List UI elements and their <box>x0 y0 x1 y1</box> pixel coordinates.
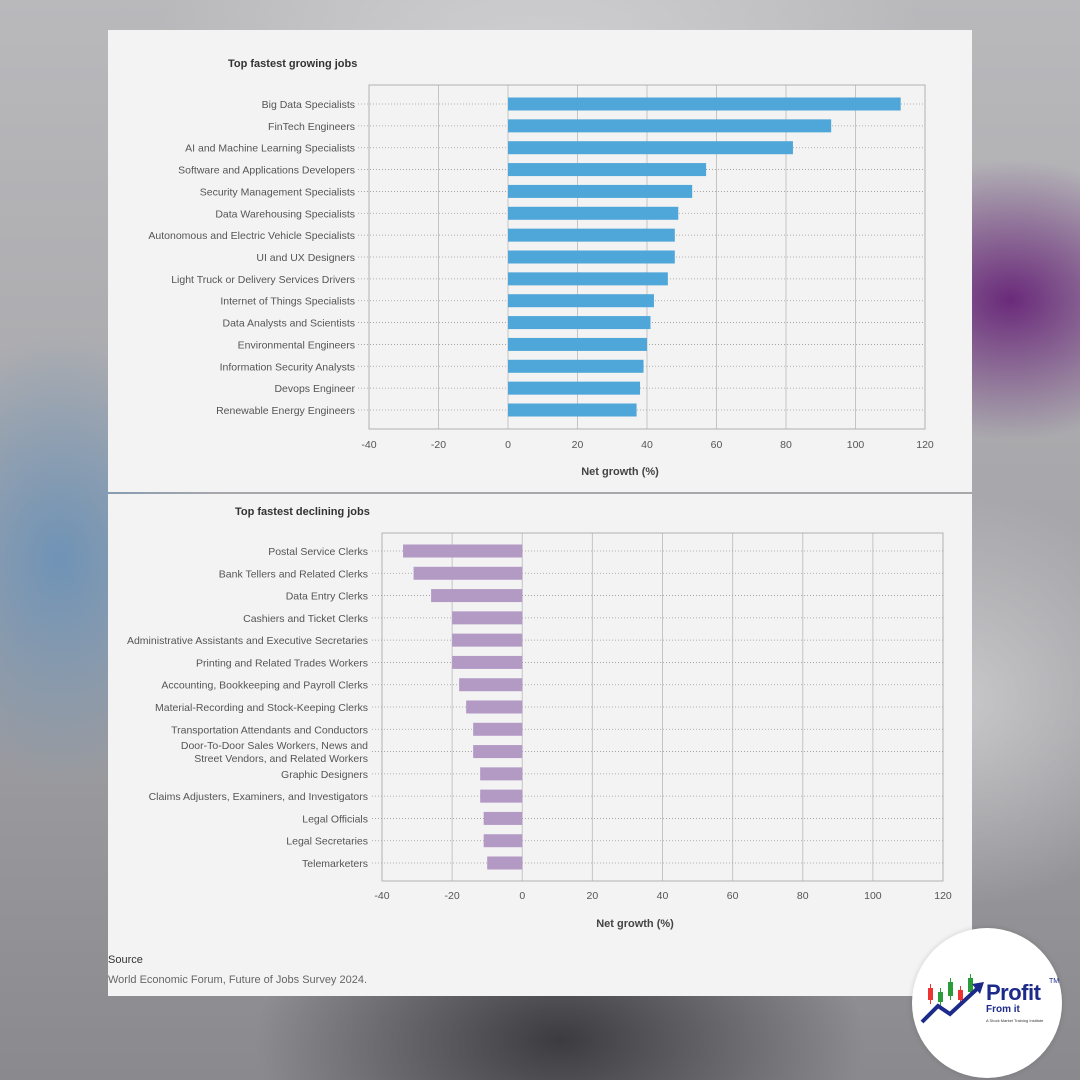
growing-category-label: Devops Engineer <box>274 383 355 395</box>
declining-tick-label: 60 <box>727 890 739 902</box>
declining-category-label: Material-Recording and Stock-Keeping Cle… <box>155 702 368 714</box>
declining-bar <box>466 700 523 714</box>
growing-tick-label: -20 <box>431 439 446 451</box>
declining-category-label: Printing and Related Trades Workers <box>196 657 368 669</box>
growing-bar <box>508 250 675 264</box>
growing-tick-label: 0 <box>505 439 511 451</box>
declining-bar <box>452 633 523 647</box>
growing-bar <box>508 228 675 242</box>
growing-tick-label: 80 <box>780 439 792 451</box>
declining-x-axis-label: Net growth (%) <box>596 918 674 930</box>
growing-category-label: Environmental Engineers <box>238 339 355 351</box>
declining-bar <box>403 544 523 558</box>
declining-bar <box>480 767 523 781</box>
growing-bar <box>508 403 637 417</box>
logo-trademark: TM <box>1049 978 1060 985</box>
growing-tick-label: 100 <box>847 439 865 451</box>
declining-bar <box>473 722 523 736</box>
growing-category-label: Data Analysts and Scientists <box>223 318 356 330</box>
declining-category-label: Bank Tellers and Related Clerks <box>219 568 368 580</box>
declining-bar <box>452 655 523 669</box>
declining-tick-label: -40 <box>374 890 389 902</box>
growing-bar <box>508 337 647 351</box>
growing-chart-title: Top fastest growing jobs <box>228 58 358 70</box>
growing-tick-label: 120 <box>916 439 934 451</box>
growing-plot-border <box>368 84 926 430</box>
declining-chart-title: Top fastest declining jobs <box>235 506 370 518</box>
declining-jobs-chart: Postal Service Clerks Bank Tellers and Re… <box>127 532 952 902</box>
declining-category-label: Graphic Designers <box>281 769 368 781</box>
declining-tick-label: 0 <box>519 890 525 902</box>
declining-tick-label: 120 <box>934 890 952 902</box>
growing-category-label: Information Security Analysts <box>220 361 355 373</box>
logo-tagline: A Stock Market Training Institute <box>986 1018 1044 1023</box>
declining-category-label: Street Vendors, and Related Workers <box>194 753 368 765</box>
declining-bar <box>480 789 523 803</box>
growing-bar <box>508 97 901 111</box>
declining-bar <box>487 856 523 870</box>
declining-bar <box>483 834 523 848</box>
growing-jobs-panel: Top fastest growing jobs Big Data Specia… <box>108 30 972 492</box>
growing-category-label: UI and UX Designers <box>256 252 355 264</box>
growing-tick-label: -40 <box>361 439 376 451</box>
stock-chart-icon <box>920 974 984 1024</box>
declining-tick-label: -20 <box>445 890 460 902</box>
declining-tick-label: 100 <box>864 890 882 902</box>
growing-category-label: AI and Machine Learning Specialists <box>185 143 355 155</box>
growing-category-label: Big Data Specialists <box>262 99 355 111</box>
growing-tick-label: 40 <box>641 439 653 451</box>
profit-from-it-logo: Profit TM From it A Stock Market Trainin… <box>912 928 1062 1078</box>
source-label: Source <box>108 954 143 966</box>
declining-bar <box>483 811 523 825</box>
growing-bar <box>508 272 668 286</box>
growing-category-label: Software and Applications Developers <box>178 165 355 177</box>
growing-bar <box>508 184 693 198</box>
declining-bar <box>431 589 523 603</box>
declining-jobs-panel: Top fastest declining jobs Postal Servic… <box>108 494 972 996</box>
growing-category-label: Security Management Specialists <box>200 186 355 198</box>
declining-bar <box>413 566 523 580</box>
growing-category-label: Internet of Things Specialists <box>220 296 355 308</box>
growing-bar <box>508 381 641 395</box>
source-text: World Economic Forum, Future of Jobs Sur… <box>108 974 368 986</box>
declining-category-label: Cashiers and Ticket Clerks <box>243 613 368 625</box>
growing-category-label: Data Warehousing Specialists <box>215 208 355 220</box>
logo-subtitle: From it <box>986 1004 1020 1015</box>
growing-category-label: FinTech Engineers <box>268 121 355 133</box>
growing-tick-label: 20 <box>572 439 584 451</box>
declining-bar <box>473 745 523 759</box>
growing-category-label: Renewable Energy Engineers <box>216 405 355 417</box>
growing-category-label: Autonomous and Electric Vehicle Speciali… <box>148 230 355 242</box>
declining-category-label: Legal Officials <box>302 813 368 825</box>
growing-bar <box>508 163 707 177</box>
growing-bar <box>508 206 679 220</box>
declining-category-label: Telemarketers <box>302 858 368 870</box>
growing-category-label: Light Truck or Delivery Services Drivers <box>171 274 355 286</box>
declining-category-label: Postal Service Clerks <box>268 546 368 558</box>
growing-bar <box>508 316 651 330</box>
declining-category-label: Data Entry Clerks <box>286 591 368 603</box>
declining-category-label: Transportation Attendants and Conductors <box>171 724 368 736</box>
growing-bar <box>508 119 832 133</box>
declining-tick-label: 40 <box>657 890 669 902</box>
growing-bar <box>508 359 644 373</box>
declining-bar <box>459 678 523 692</box>
growing-bar <box>508 294 654 308</box>
declining-bar <box>452 611 523 625</box>
declining-category-label: Administrative Assistants and Executive … <box>127 635 368 647</box>
declining-category-label: Legal Secretaries <box>286 836 368 848</box>
declining-tick-label: 20 <box>587 890 599 902</box>
growing-tick-label: 60 <box>711 439 723 451</box>
growing-x-axis-label: Net growth (%) <box>581 466 659 478</box>
logo-title: Profit <box>986 980 1041 1005</box>
declining-category-label: Door-To-Door Sales Workers, News and <box>181 740 368 752</box>
declining-category-label: Claims Adjusters, Examiners, and Investi… <box>149 791 368 803</box>
declining-category-label: Accounting, Bookkeeping and Payroll Cler… <box>161 680 368 692</box>
growing-bar <box>508 141 793 155</box>
declining-tick-label: 80 <box>797 890 809 902</box>
growing-jobs-chart: Big Data Specialists FinTech Engineers AI … <box>148 84 934 451</box>
